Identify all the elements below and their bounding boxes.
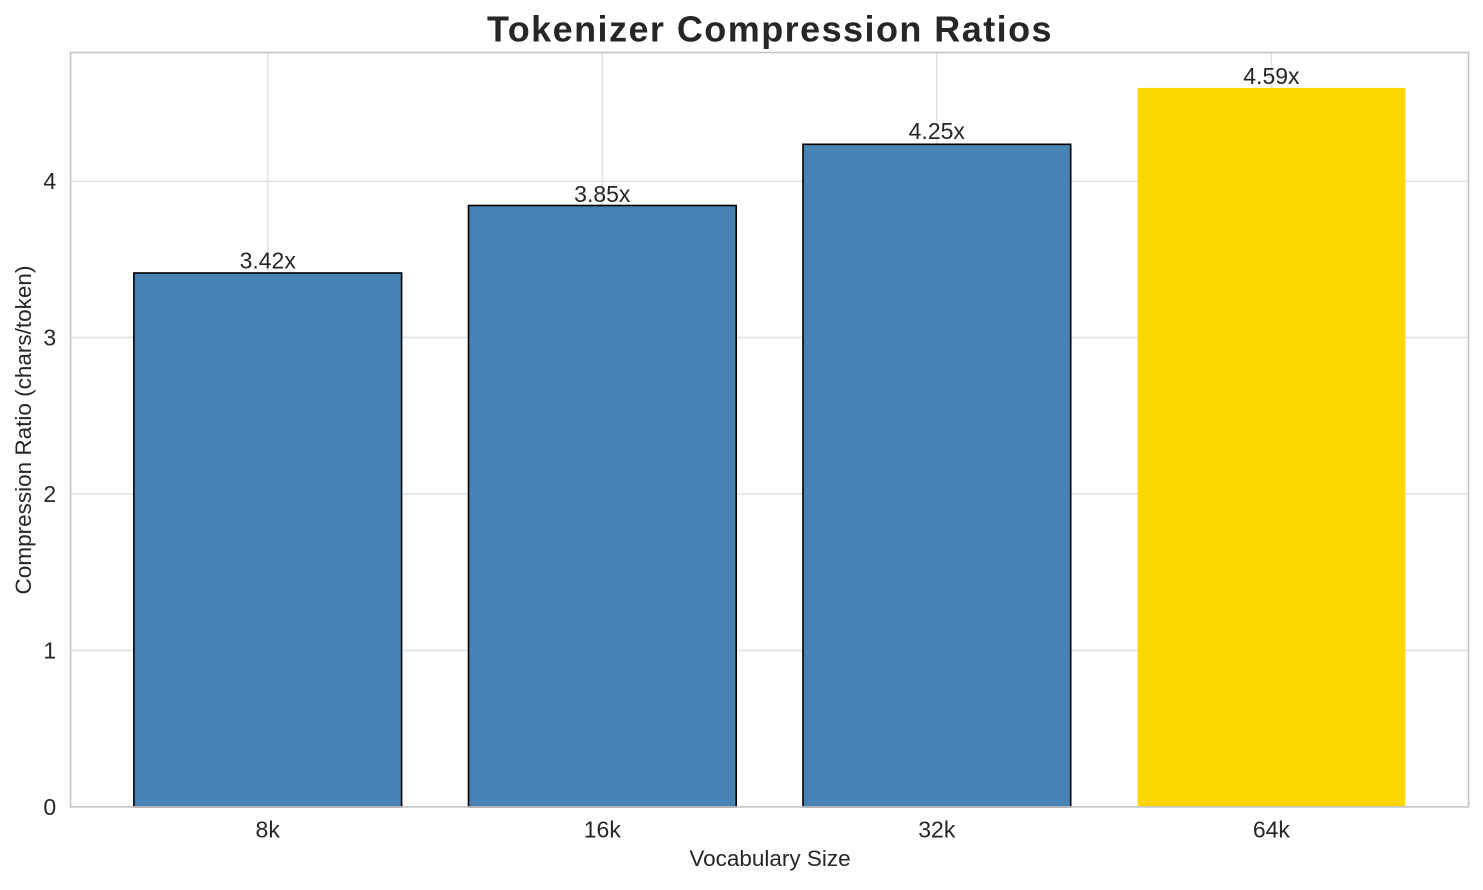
svg-text:0: 0 <box>43 794 56 820</box>
svg-text:4: 4 <box>43 168 56 194</box>
svg-text:Tokenizer Compression Ratios: Tokenizer Compression Ratios <box>487 9 1053 50</box>
svg-text:4.25x: 4.25x <box>909 118 966 144</box>
svg-text:Vocabulary Size: Vocabulary Size <box>689 846 850 871</box>
svg-text:64k: 64k <box>1253 817 1291 843</box>
svg-text:1: 1 <box>43 637 56 663</box>
svg-text:3.85x: 3.85x <box>574 181 631 207</box>
svg-text:2: 2 <box>43 481 56 507</box>
svg-text:16k: 16k <box>584 817 622 843</box>
svg-text:3: 3 <box>43 324 56 350</box>
svg-text:8k: 8k <box>256 817 281 843</box>
svg-text:32k: 32k <box>918 817 956 843</box>
svg-text:Compression Ratio (chars/token: Compression Ratio (chars/token) <box>11 266 36 595</box>
svg-text:3.42x: 3.42x <box>240 248 297 274</box>
svg-text:4.59x: 4.59x <box>1243 63 1300 89</box>
